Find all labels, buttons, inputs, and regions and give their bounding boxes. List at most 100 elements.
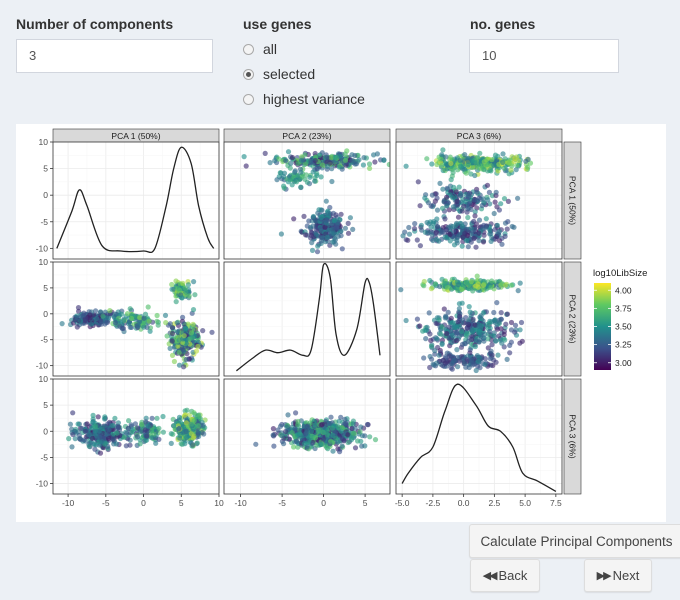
scatter-point — [190, 321, 196, 327]
scatter-point — [149, 415, 155, 421]
radio-all[interactable]: all — [243, 41, 277, 57]
scatter-point — [180, 347, 186, 353]
scatter-point — [281, 185, 287, 191]
scatter-point — [492, 317, 498, 324]
panel-background — [224, 262, 390, 376]
radio-highest-variance[interactable]: highest variance — [243, 91, 365, 107]
scatter-point — [110, 436, 116, 442]
use-genes-label: use genes — [243, 16, 312, 32]
scatter-point — [304, 179, 310, 185]
scatter-point — [350, 430, 356, 436]
scatter-point — [126, 418, 132, 424]
x-tick-label: 5.0 — [519, 498, 531, 508]
radio-selected-circle[interactable] — [243, 68, 254, 80]
radio-all-circle[interactable] — [243, 43, 254, 55]
next-button[interactable]: ▶▶ Next — [584, 559, 652, 592]
scatter-point — [466, 364, 472, 371]
panel-marks — [236, 262, 381, 372]
scatter-point — [400, 233, 406, 239]
scatter-point — [460, 234, 466, 240]
scatter-point — [453, 189, 459, 195]
scatter-point — [319, 235, 325, 241]
scatter-point — [422, 195, 428, 201]
scatter-point — [136, 318, 143, 325]
scatter-point — [243, 163, 249, 169]
scatter-point — [476, 354, 482, 360]
scatter-point — [129, 429, 135, 435]
y-tick-label: -5 — [40, 217, 48, 227]
scatter-point — [508, 167, 514, 173]
calculate-pca-button[interactable]: Calculate Principal Components — [469, 524, 680, 558]
num-components-input[interactable]: 3 — [16, 39, 213, 73]
scatter-point — [454, 347, 460, 353]
scatter-point — [445, 309, 451, 315]
facet-strip-right-label: PCA 2 (23%) — [568, 294, 578, 343]
scatter-point — [103, 431, 109, 437]
scatter-point — [345, 220, 351, 226]
scatter-point — [160, 413, 166, 420]
scatter-point — [283, 428, 289, 435]
scatter-point — [489, 342, 495, 348]
scatter-point — [465, 162, 471, 168]
scatter-point — [454, 337, 460, 344]
scatter-point — [188, 431, 194, 437]
scatter-point — [184, 407, 190, 413]
scatter-point — [436, 317, 442, 323]
scatter-point — [478, 313, 484, 319]
scatter-point — [302, 440, 308, 446]
y-tick-label: -10 — [36, 361, 49, 371]
radio-highest-variance-circle[interactable] — [243, 93, 254, 105]
scatter-point — [491, 210, 497, 217]
scatter-point — [283, 158, 289, 164]
scatter-point — [469, 327, 475, 333]
scatter-point — [499, 340, 505, 346]
scatter-point — [167, 321, 173, 327]
scatter-point — [474, 273, 480, 279]
scatter-point — [367, 165, 373, 171]
scatter-point — [406, 224, 412, 231]
scatter-point — [183, 289, 189, 295]
scatter-point — [313, 218, 319, 224]
y-tick-label: 0 — [43, 426, 48, 436]
scatter-point — [306, 218, 312, 224]
scatter-point — [362, 433, 368, 439]
x-tick-label: -5 — [278, 498, 286, 508]
back-button[interactable]: ◀◀ Back — [470, 559, 540, 592]
scatter-point — [502, 233, 508, 239]
scatter-point — [285, 412, 291, 418]
scatter-point — [79, 425, 85, 431]
scatter-point — [473, 244, 479, 250]
scatter-point — [498, 326, 504, 332]
scatter-point — [470, 316, 476, 322]
scatter-point — [314, 172, 320, 178]
scatter-point — [514, 162, 520, 168]
scatter-point — [481, 167, 487, 173]
scatter-point — [98, 309, 104, 315]
scatter-point — [492, 152, 499, 158]
scatter-point — [484, 321, 490, 328]
scatter-point — [289, 182, 295, 188]
scatter-point — [315, 210, 321, 216]
scatter-point — [467, 200, 473, 206]
legend-colorbar — [594, 283, 611, 370]
scatter-point — [443, 161, 449, 167]
no-genes-input[interactable]: 10 — [469, 39, 619, 73]
scatter-point — [498, 201, 504, 207]
scatter-point — [90, 412, 96, 418]
scatter-point — [324, 154, 330, 160]
scatter-point — [106, 435, 112, 442]
scatter-point — [93, 308, 99, 314]
scatter-point — [443, 154, 449, 160]
panel-border — [395, 378, 563, 495]
scatter-point — [315, 243, 321, 249]
scatter-point — [428, 286, 434, 292]
scatter-point — [342, 157, 349, 163]
scatter-point — [424, 156, 430, 162]
scatter-point — [472, 213, 478, 219]
scatter-point — [345, 439, 351, 446]
scatter-point — [439, 229, 445, 235]
pca-plot-panel: PCA 1 (50%) PCA 2 (23%) PCA 3 (6%) PCA 1 (5… — [16, 124, 666, 522]
radio-selected[interactable]: selected — [243, 66, 315, 82]
scatter-point — [137, 441, 143, 447]
scatter-point — [449, 319, 455, 326]
